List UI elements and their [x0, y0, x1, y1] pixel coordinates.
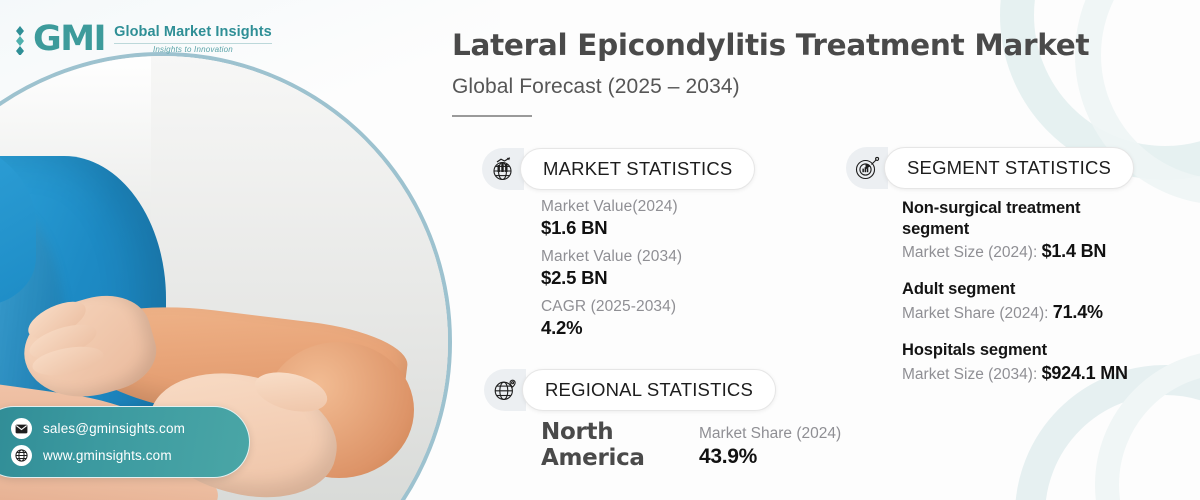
title-divider: [452, 115, 532, 117]
page-subtitle: Global Forecast (2025 – 2034): [452, 75, 740, 98]
market-stat-row: Market Value (2034) $2.5 BN: [541, 248, 682, 289]
segment-statistics-list: Non-surgical treatment segment Market Si…: [902, 198, 1128, 384]
title-block: Lateral Epicondylitis Treatment Market G…: [452, 28, 1090, 117]
segment-metric-label: Market Size (2024):: [902, 244, 1042, 262]
regional-statistics-body: North America Market Share (2024) 43.9%: [541, 419, 841, 472]
market-stat-label: CAGR (2025-2034): [541, 298, 677, 315]
decorative-arc-bottom-right-outer: [1015, 365, 1200, 500]
contact-website: www.gminsights.com: [43, 448, 172, 463]
market-stat-row: Market Value(2024) $1.6 BN: [541, 198, 682, 239]
globe-bar-chart-icon: [482, 148, 524, 190]
contact-website-row[interactable]: www.gminsights.com: [11, 445, 249, 466]
segment-stat-row: Non-surgical treatment segment Market Si…: [902, 198, 1128, 262]
donut-chart-arrow-icon: [846, 147, 888, 189]
segment-metric-value: 71.4%: [1052, 301, 1103, 322]
segment-stat-row: Hospitals segment Market Size (2034): $9…: [902, 340, 1128, 384]
regional-metric-label: Market Share (2024): [699, 425, 842, 442]
segment-metric: Market Size (2034): $924.1 MN: [902, 363, 1128, 384]
regional-metric-value: 43.9%: [699, 445, 758, 468]
segment-name: Non-surgical treatment segment: [902, 199, 1081, 238]
segment-metric-value: $924.1 MN: [1041, 362, 1128, 383]
globe-pin-icon: [484, 369, 526, 411]
contact-email: sales@gminsights.com: [43, 421, 186, 436]
segment-name: Adult segment: [902, 280, 1016, 299]
market-statistics-badge: MARKET STATISTICS: [482, 148, 756, 190]
globe-icon: [11, 445, 32, 466]
regional-region-name: North America: [541, 419, 645, 471]
gmi-logo-mark: GMI: [33, 19, 107, 59]
segment-statistics-label: SEGMENT STATISTICS: [907, 157, 1112, 178]
market-stat-row: CAGR (2025-2034) 4.2%: [541, 298, 682, 339]
segment-metric-label: Market Size (2034):: [902, 365, 1042, 383]
gmi-logo[interactable]: GMI Global Market Insights Insights to I…: [14, 22, 272, 57]
segment-metric-value: $1.4 BN: [1041, 241, 1107, 262]
regional-statistics-label: REGIONAL STATISTICS: [545, 379, 754, 400]
market-statistics-pill: MARKET STATISTICS: [520, 148, 756, 190]
segment-stat-row: Adult segment Market Share (2024): 71.4%: [902, 279, 1128, 323]
segment-metric: Market Size (2024): $1.4 BN: [902, 241, 1128, 262]
market-stat-label: Market Value (2034): [541, 248, 683, 265]
segment-metric-label: Market Share (2024):: [902, 304, 1053, 322]
market-statistics-label: MARKET STATISTICS: [543, 158, 733, 179]
contact-pill: sales@gminsights.com www.gminsights.com: [0, 406, 250, 478]
market-statistics-list: Market Value(2024) $1.6 BN Market Value …: [541, 198, 682, 339]
regional-metric: Market Share (2024) 43.9%: [699, 420, 841, 469]
segment-statistics-badge: SEGMENT STATISTICS: [846, 147, 1135, 189]
envelope-icon: [11, 418, 32, 439]
regional-statistics-pill: REGIONAL STATISTICS: [522, 369, 777, 411]
market-stat-value: $1.6 BN: [541, 217, 608, 238]
market-stat-value: $2.5 BN: [541, 267, 608, 288]
gmi-logo-rule: [114, 42, 272, 44]
segment-metric: Market Share (2024): 71.4%: [902, 302, 1128, 323]
gmi-logo-name: Global Market Insights: [114, 24, 272, 41]
segment-statistics-pill: SEGMENT STATISTICS: [884, 147, 1135, 189]
gmi-diamond-icon: [14, 25, 27, 55]
segment-name: Hospitals segment: [902, 340, 1048, 359]
contact-email-row[interactable]: sales@gminsights.com: [11, 418, 249, 439]
gmi-logo-text: Global Market Insights Insights to Innov…: [114, 25, 272, 54]
gmi-logo-tagline: Insights to Innovation: [152, 44, 233, 54]
page-title: Lateral Epicondylitis Treatment Market: [452, 28, 1090, 62]
market-stat-value: 4.2%: [541, 317, 583, 338]
market-stat-label: Market Value(2024): [541, 198, 678, 215]
regional-statistics-badge: REGIONAL STATISTICS: [484, 369, 777, 411]
